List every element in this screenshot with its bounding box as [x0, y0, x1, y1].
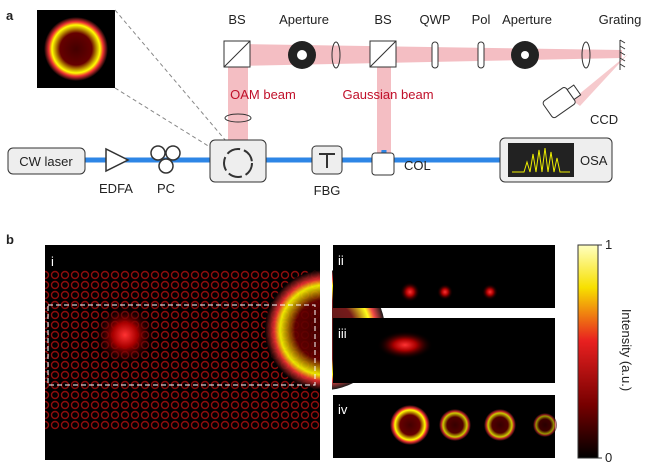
label: CW laser: [19, 154, 73, 169]
beam-splitter: [223, 40, 251, 68]
colorbar-min: 0: [605, 450, 612, 465]
subpanel-label: ii: [338, 253, 344, 268]
panel-label: b: [6, 232, 14, 247]
coupler-ring: [223, 148, 253, 178]
pc: [150, 145, 166, 161]
spot: [400, 282, 420, 302]
oam-ring: [44, 17, 108, 81]
spiral: [484, 409, 516, 441]
lens: [581, 41, 591, 69]
collimator: [371, 152, 395, 176]
spiral: [533, 413, 557, 437]
colorbar-max: 1: [605, 237, 612, 252]
label: QWP: [419, 12, 450, 27]
grating: [619, 39, 626, 70]
label: PC: [157, 181, 175, 196]
polarizer: [477, 41, 485, 69]
beam: [377, 66, 391, 154]
pc: [165, 145, 181, 161]
pc: [158, 158, 174, 174]
coupler: [209, 139, 267, 183]
panel-label: a: [6, 8, 14, 23]
label: OSA: [580, 153, 608, 168]
aperture: [521, 51, 529, 59]
label: Aperture: [502, 12, 552, 27]
qwp: [431, 41, 439, 69]
edfa: [105, 147, 130, 173]
label: COL: [404, 158, 431, 173]
lens: [224, 113, 252, 123]
subpanel-label: i: [51, 254, 54, 269]
fiber: [85, 149, 500, 172]
label: Grating: [599, 12, 642, 27]
label: Aperture: [279, 12, 329, 27]
cw-laser: [7, 147, 86, 175]
label: Pol: [472, 12, 491, 27]
spot: [482, 284, 498, 300]
subpanel-label: iv: [338, 402, 348, 417]
label: BS: [228, 12, 246, 27]
zoom-line: [114, 9, 233, 149]
lens: [331, 41, 341, 69]
osa-spectrum: [512, 147, 570, 173]
colorbar: [577, 244, 599, 459]
osa-screen: [508, 143, 574, 177]
aperture: [297, 50, 307, 60]
fbg-icon: [319, 153, 335, 168]
spiral: [439, 409, 471, 441]
label: EDFA: [99, 181, 133, 196]
subpanel-label: iii: [338, 326, 347, 341]
hotspot: [95, 305, 155, 365]
spiral: [390, 405, 430, 445]
spot: [437, 284, 453, 300]
beam: [228, 66, 248, 148]
beam-splitter: [369, 40, 397, 68]
ccd: [542, 84, 582, 119]
label: FBG: [314, 183, 341, 198]
zoom-line: [114, 87, 219, 153]
image-iii: [333, 318, 555, 383]
label: CCD: [590, 112, 618, 127]
label: BS: [374, 12, 392, 27]
beam-label: OAM beam: [230, 87, 296, 102]
roi: [47, 304, 316, 386]
spot: [377, 331, 433, 359]
beam: [572, 54, 628, 106]
colorbar-title: Intensity (a.u.): [619, 309, 634, 391]
gap: [320, 240, 332, 465]
beam-label: Gaussian beam: [342, 87, 433, 102]
